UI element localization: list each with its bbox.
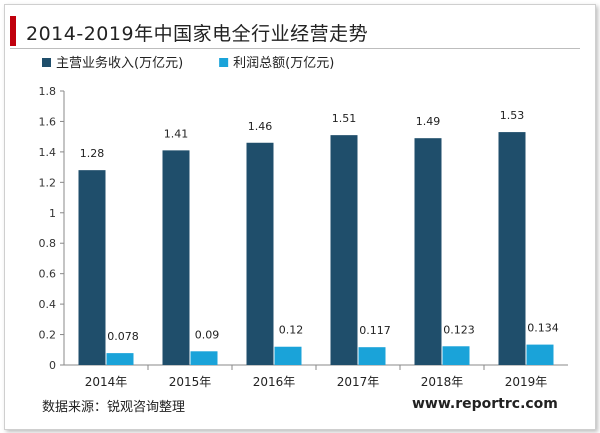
bar-revenue [414,138,442,365]
y-tick-label: 1.4 [39,146,57,159]
data-label: 1.49 [416,115,441,128]
bar-profit [106,353,134,365]
data-label: 0.12 [279,324,304,337]
bar-profit [190,351,218,365]
y-tick-label: 1.6 [39,115,57,128]
data-label: 0.078 [107,330,139,343]
y-tick-label: 0.8 [39,237,57,250]
data-label: 1.41 [164,127,189,140]
title-divider [10,48,580,49]
website-label: www.reportrc.com [412,396,558,412]
bar-profit [442,346,470,365]
bar-revenue [498,132,526,365]
bar-revenue [162,150,190,365]
legend-label: 利润总额(万亿元) [233,56,334,71]
bar-revenue [78,170,106,365]
chart-title: 2014-2019年中国家电全行业经营走势 [26,23,369,45]
y-tick-label: 1.2 [39,176,57,189]
data-label: 1.51 [332,112,357,125]
y-tick-label: 1.8 [39,85,57,98]
bar-revenue [246,142,274,365]
x-tick-label: 2018年 [421,375,464,389]
legend-label: 主营业务收入(万亿元) [56,55,183,71]
y-tick-label: 0 [49,359,56,372]
data-label: 1.46 [248,120,273,133]
bar-profit [526,344,554,365]
y-tick-label: 0.4 [39,298,57,311]
data-label: 0.123 [443,323,475,336]
legend-swatch [219,58,229,67]
x-tick-label: 2019年 [505,375,548,389]
x-tick-label: 2014年 [85,375,128,389]
data-label: 0.09 [195,328,220,341]
y-tick-label: 0.6 [39,268,57,281]
bar-profit [274,346,302,365]
x-tick-label: 2017年 [337,375,380,389]
bar-revenue [330,135,358,365]
title-accent-bar [10,16,16,46]
legend-swatch [42,58,51,67]
y-tick-label: 1 [49,207,56,220]
data-label: 0.117 [359,324,391,337]
x-tick-label: 2015年 [169,375,212,389]
bar-profit [358,347,386,365]
data-label: 1.53 [500,109,525,122]
x-tick-label: 2016年 [253,375,296,389]
data-label: 1.28 [80,147,105,160]
data-label: 0.134 [527,322,559,335]
y-tick-label: 0.2 [39,329,57,342]
data-source-note: 数据来源：锐观咨询整理 [42,400,186,415]
